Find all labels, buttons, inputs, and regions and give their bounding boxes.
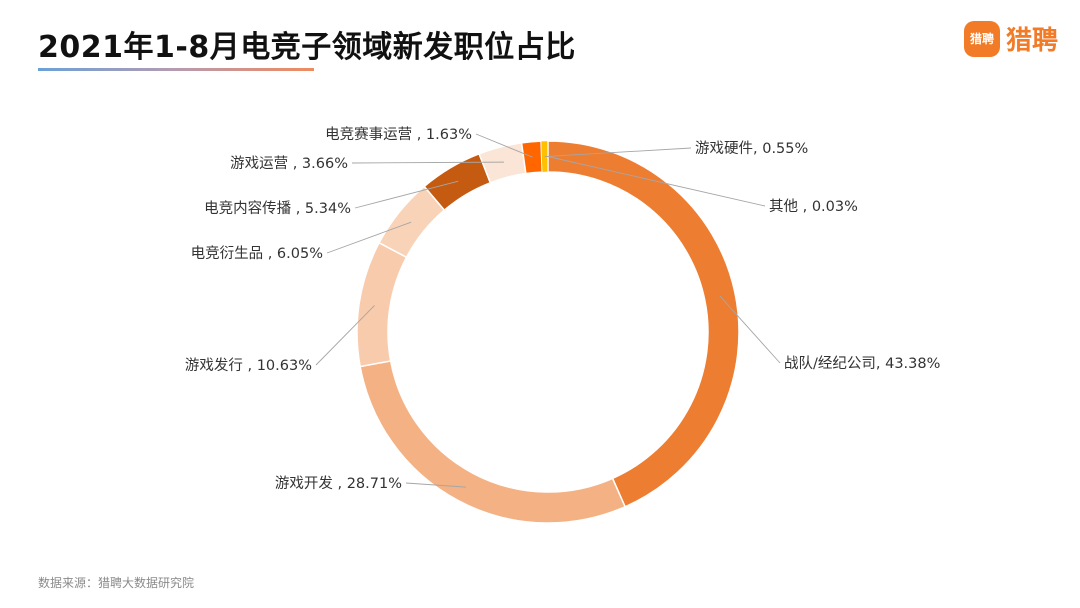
data-label: 游戏硬件, 0.55% [695,140,808,157]
leader-line [405,482,466,488]
brand-name: 猎聘 [1005,26,1058,56]
page-title: 2021年1-8月电竞子领域新发职位占比 [38,30,576,65]
chart-slices [356,140,740,524]
data-label: 游戏开发 , 28.71% [275,475,402,492]
data-label: 游戏发行 , 10.63% [185,357,312,374]
logo-badge-icon: 猎聘 [963,20,1000,57]
brand-logo: 猎聘 猎聘 [963,20,1058,57]
data-label: 电竞赛事运营 , 1.63% [325,125,472,143]
chart-leader-lines [315,133,781,488]
data-label: 电竞内容传播 , 5.34% [204,199,351,217]
slice-游戏开发 [359,360,627,524]
leader-line [351,161,504,164]
slice-游戏发行 [356,241,408,368]
leader-line [354,180,459,209]
leader-line [475,133,533,158]
data-source-note: 数据来源：猎聘大数据研究院 [38,576,195,590]
leader-line [544,147,692,157]
title-underline [38,68,314,71]
data-label: 电竞衍生品 , 6.05% [191,244,323,262]
chart-labels: 战队/经纪公司, 43.38% 游戏开发 , 28.71% 游戏发行 , 10.63… [185,125,941,492]
data-label: 游戏运营 , 3.66% [230,155,348,172]
leader-line [315,305,375,366]
slice-战队-经纪公司 [547,140,740,508]
data-label: 战队/经纪公司, 43.38% [784,355,940,372]
leader-line [719,295,781,364]
leader-line [326,221,412,254]
leader-line [547,156,766,207]
data-label: 其他 , 0.03% [769,198,858,215]
